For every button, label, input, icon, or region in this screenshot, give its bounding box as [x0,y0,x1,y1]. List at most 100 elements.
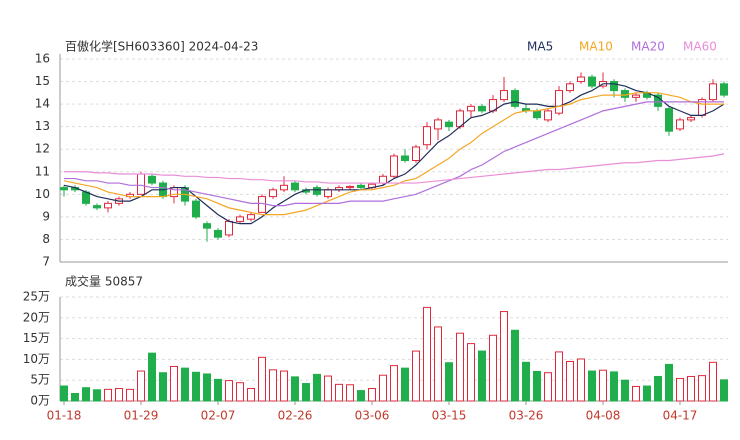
volume-bar [445,362,453,402]
candle-body [401,155,409,162]
volume-title: 成交量 50857 [65,274,143,289]
volume-bar [577,358,585,402]
volume-bar [632,385,640,402]
candle-body [676,119,684,130]
y-tick-label: 15 [35,74,50,88]
candle-body [324,189,332,198]
y-tick-label: 11 [35,164,50,178]
y-tick-label: 8 [42,232,50,246]
candle-body [610,81,618,92]
x-tick-label: 01-18 [47,409,82,423]
volume-bar [687,375,695,402]
y-tick-label: 5万 [30,373,50,387]
candle-body [632,94,640,98]
candle-body [390,155,398,177]
candle-body [93,205,101,209]
volume-bar [335,383,343,402]
volume-bar [280,370,288,402]
volume-bar [379,374,387,402]
candle-body [291,182,299,191]
candle-body [357,184,365,189]
candle-body [445,121,453,128]
chart-title: 百傲化学[SH603360] 2024-04-23 [65,39,258,54]
candle-body [247,214,255,220]
volume-bar [148,352,156,402]
candle-body [82,191,90,204]
x-tick-label: 04-17 [663,409,698,423]
volume-bar [159,372,167,402]
x-tick-label: 03-06 [355,409,390,423]
y-tick-label: 16 [35,52,50,66]
volume-bar [423,306,431,402]
volume-bar [643,385,651,402]
candle-body [313,187,321,195]
x-tick-label: 01-29 [124,409,159,423]
candle-body [720,83,728,96]
ma-line [63,83,725,225]
volume-bar [104,388,112,402]
x-tick-label: 03-15 [432,409,467,423]
candle-body [192,200,200,218]
volume-bar [621,379,629,402]
volume-bar [599,369,607,402]
y-tick-label: 15万 [23,331,50,345]
volume-bar [126,388,134,402]
candle-body [280,184,288,191]
volume-bar [302,383,310,402]
candle-body [60,187,68,191]
y-tick-label: 10万 [23,352,50,366]
x-tick-label: 04-08 [586,409,621,423]
volume-bar [368,388,376,402]
x-tick-label: 02-26 [278,409,313,423]
candle-body [258,196,266,213]
volume-bar [225,380,233,402]
volume-bar [489,334,497,402]
volume-bar [456,332,464,402]
volume-bar [181,367,189,402]
volume-bar [93,389,101,402]
volume-bar [60,385,68,402]
volume-bar [588,370,596,402]
volume-bar [500,311,508,402]
volume-bar [82,387,90,402]
candle-body [500,90,508,101]
candle-body [709,83,717,101]
candle-body [423,126,431,146]
volume-bar [236,382,244,402]
volume-bar [676,378,684,402]
candle-body [621,90,629,98]
volume-bar [720,379,728,402]
legend-label: MA5 [527,40,553,54]
candle-body [379,175,387,184]
volume-bar [137,370,145,402]
ma-line [64,153,725,184]
volume-bar [709,361,717,402]
volume-bar [412,350,420,402]
legend-label: MA60 [683,40,717,54]
volume-bar [401,367,409,402]
x-tick-label: 03-26 [509,409,544,423]
y-tick-label: 0万 [30,394,50,408]
ma-line [64,101,724,207]
candle-body [566,83,574,92]
y-tick-label: 9 [42,209,50,223]
volume-bar [698,375,706,402]
y-tick-label: 13 [35,119,50,133]
candle-body [555,90,563,114]
y-tick-label: 10 [35,187,50,201]
y-tick-label: 20万 [23,310,50,324]
volume-bar [258,356,266,402]
volume-bar [71,393,79,402]
volume-bar [313,373,321,402]
y-tick-label: 25万 [23,290,50,304]
volume-bar [214,378,222,402]
candle-body [588,76,596,87]
volume-bar [291,376,299,402]
candle-body [214,229,222,238]
volume-bar [467,343,475,402]
volume-bar [346,384,354,402]
volume-bar [665,363,673,402]
volume-bar [654,375,662,402]
y-tick-label: 12 [35,142,50,156]
